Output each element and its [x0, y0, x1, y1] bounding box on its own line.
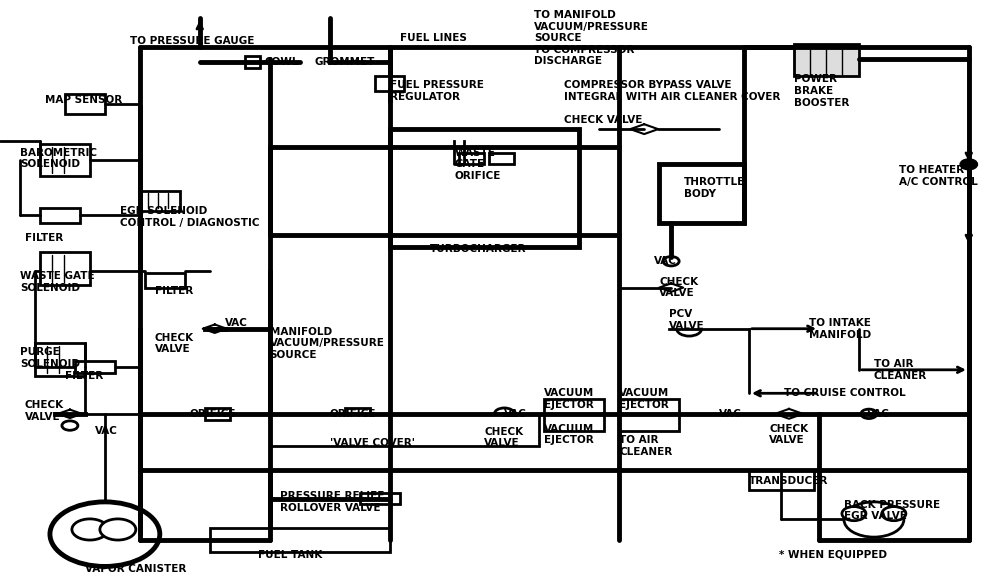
Bar [375, 76, 404, 91]
Circle shape [844, 502, 904, 537]
Text: VAC: VAC [95, 426, 118, 437]
Text: * WHEN EQUIPPED: * WHEN EQUIPPED [779, 549, 887, 560]
Text: TURBOCHARGER: TURBOCHARGER [429, 244, 526, 255]
Text: EGR SOLENOID
CONTROL / DIAGNOSTIC: EGR SOLENOID CONTROL / DIAGNOSTIC [120, 207, 259, 228]
Bar [619, 399, 679, 431]
Circle shape [72, 519, 108, 540]
Text: FILTER: FILTER [25, 232, 63, 243]
Bar [35, 343, 85, 376]
Text: VAC: VAC [225, 318, 248, 328]
Text: VAC: VAC [867, 409, 890, 419]
Circle shape [842, 507, 866, 521]
Circle shape [961, 160, 977, 169]
Bar [749, 470, 814, 490]
Text: TRANSDUCER: TRANSDUCER [749, 476, 828, 487]
Text: WASTE GATE
SOLENOID: WASTE GATE SOLENOID [20, 271, 95, 292]
Text: CHECK
VALVE: CHECK VALVE [155, 333, 194, 354]
Text: BAROMETRIC
SOLENOID: BAROMETRIC SOLENOID [20, 148, 97, 169]
Text: PRESSURE RELIEF /
ROLLOVER VALVE: PRESSURE RELIEF / ROLLOVER VALVE [280, 491, 391, 512]
Circle shape [663, 257, 679, 266]
Text: BACK PRESSURE
EGR VALVE: BACK PRESSURE EGR VALVE [844, 500, 940, 521]
Text: VACUUM
EJECTOR: VACUUM EJECTOR [619, 389, 669, 410]
Bar [345, 408, 370, 420]
Text: FUEL LINES: FUEL LINES [400, 33, 466, 43]
Text: FILTER: FILTER [65, 370, 103, 381]
Text: WASTE
GATE
ORIFICE: WASTE GATE ORIFICE [454, 148, 501, 181]
Bar [489, 153, 514, 164]
Text: VACUUM
EJECTOR: VACUUM EJECTOR [544, 389, 595, 410]
Text: VAPOR CANISTER: VAPOR CANISTER [85, 564, 186, 575]
Text: TO AIR
CLEANER: TO AIR CLEANER [874, 359, 927, 380]
Text: TO INTAKE
MANIFOLD: TO INTAKE MANIFOLD [809, 318, 871, 339]
Text: CHECK
VALVE: CHECK VALVE [484, 427, 524, 448]
Text: TO PRESSURE GAUGE: TO PRESSURE GAUGE [130, 36, 254, 46]
Text: CHECK
VALVE: CHECK VALVE [769, 424, 808, 445]
Text: VAC: VAC [654, 256, 677, 266]
Text: VAC: VAC [504, 409, 527, 419]
Bar [794, 44, 859, 76]
Bar [75, 361, 115, 373]
Text: TO CRUISE CONTROL: TO CRUISE CONTROL [784, 388, 906, 399]
Text: POWER
BRAKE
BOOSTER: POWER BRAKE BOOSTER [794, 75, 849, 107]
Bar [140, 191, 180, 211]
Text: TO AIR
CLEANER: TO AIR CLEANER [619, 436, 672, 457]
Circle shape [494, 408, 514, 420]
Text: MAP SENSOR: MAP SENSOR [45, 95, 122, 105]
Text: FUEL PRESSURE
REGULATOR: FUEL PRESSURE REGULATOR [390, 80, 483, 102]
Text: ORIFICE: ORIFICE [330, 409, 376, 419]
Text: FILTER: FILTER [155, 285, 193, 296]
Bar [145, 273, 185, 288]
Text: VAC: VAC [719, 409, 742, 419]
Text: COWL: COWL [265, 56, 299, 67]
Text: COMPRESSOR BYPASS VALVE
INTEGRAL WITH AIR CLEANER COVER: COMPRESSOR BYPASS VALVE INTEGRAL WITH AI… [564, 80, 781, 102]
Text: MANIFOLD
VACUUM/PRESSURE
SOURCE: MANIFOLD VACUUM/PRESSURE SOURCE [270, 327, 385, 360]
Bar [544, 399, 604, 431]
Text: GROMMET: GROMMET [315, 56, 375, 67]
Text: FUEL TANK: FUEL TANK [258, 549, 322, 560]
Bar [245, 56, 260, 68]
Bar [65, 94, 105, 114]
Bar [659, 164, 744, 223]
Text: VACUUM
EJECTOR: VACUUM EJECTOR [544, 424, 595, 445]
Text: TO MANIFOLD
VACUUM/PRESSURE
SOURCE
TO COMPRESSOR
DISCHARGE: TO MANIFOLD VACUUM/PRESSURE SOURCE TO CO… [534, 10, 649, 66]
Text: CHECK
VALVE: CHECK VALVE [659, 277, 698, 298]
Bar [40, 144, 90, 176]
Bar [270, 414, 539, 446]
Text: PCV
VALVE: PCV VALVE [669, 309, 705, 330]
Circle shape [882, 507, 906, 521]
Bar [360, 493, 400, 504]
Text: TO HEATER
A/C CONTROL: TO HEATER A/C CONTROL [899, 166, 978, 187]
Text: ORIFICE: ORIFICE [190, 409, 236, 419]
Bar [390, 129, 579, 247]
Bar [40, 208, 80, 223]
Text: CHECK VALVE: CHECK VALVE [564, 115, 643, 126]
Text: CHECK
VALVE: CHECK VALVE [25, 400, 64, 421]
Bar [210, 528, 390, 552]
Circle shape [62, 421, 78, 430]
Bar [205, 408, 230, 420]
Circle shape [100, 519, 136, 540]
Text: PURGE
SOLENOID: PURGE SOLENOID [20, 348, 80, 369]
Circle shape [861, 409, 877, 419]
Text: 'VALVE COVER': 'VALVE COVER' [330, 438, 415, 448]
Circle shape [50, 502, 160, 566]
Bar [40, 252, 90, 285]
Bar [459, 153, 484, 164]
Text: THROTTLE
BODY: THROTTLE BODY [684, 177, 745, 198]
